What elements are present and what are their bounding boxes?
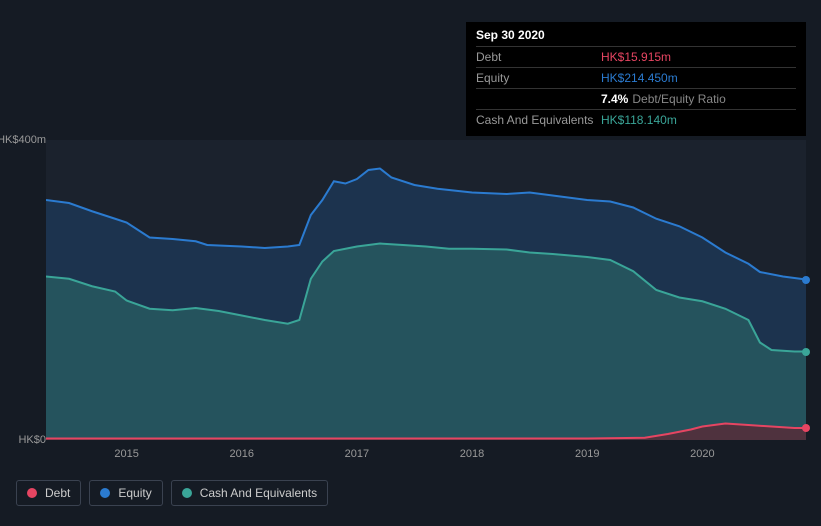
tooltip-debt-label: Debt [476, 50, 601, 64]
chart-tooltip: Sep 30 2020 Debt HK$15.915m Equity HK$21… [466, 22, 806, 136]
tooltip-row-debt: Debt HK$15.915m [476, 47, 796, 68]
tooltip-ratio-label: Debt/Equity Ratio [632, 92, 725, 106]
x-axis-tick: 2019 [575, 448, 599, 460]
tooltip-row-cash: Cash And Equivalents HK$118.140m [476, 110, 796, 130]
equity-end-marker [802, 276, 810, 284]
legend-swatch-icon [100, 488, 110, 498]
legend-label: Cash And Equivalents [200, 486, 317, 500]
legend-item-debt[interactable]: Debt [16, 480, 81, 506]
x-axis-tick: 2015 [114, 448, 138, 460]
tooltip-ratio-value: 7.4% [601, 92, 628, 106]
chart-svg [46, 140, 806, 440]
chart-container: HK$400mHK$0 201520162017201820192020 [16, 120, 806, 515]
tooltip-cash-value: HK$118.140m [601, 113, 677, 127]
y-axis-label: HK$0 [18, 434, 46, 446]
x-axis: 2015 2016 2017 2018 2019 2020 [46, 440, 806, 470]
tooltip-row-equity: Equity HK$214.450m [476, 68, 796, 89]
legend-swatch-icon [182, 488, 192, 498]
chart-plot[interactable] [46, 140, 806, 440]
debt-end-marker [802, 424, 810, 432]
legend-swatch-icon [27, 488, 37, 498]
tooltip-debt-value: HK$15.915m [601, 50, 671, 64]
chart-legend: Debt Equity Cash And Equivalents [16, 480, 328, 506]
tooltip-ratio-spacer [476, 92, 601, 106]
tooltip-date: Sep 30 2020 [476, 28, 796, 47]
legend-item-equity[interactable]: Equity [89, 480, 162, 506]
tooltip-row-ratio: 7.4% Debt/Equity Ratio [476, 89, 796, 110]
legend-label: Equity [118, 486, 151, 500]
cash-end-marker [802, 348, 810, 356]
tooltip-equity-value: HK$214.450m [601, 71, 678, 85]
tooltip-ratio: 7.4% Debt/Equity Ratio [601, 92, 726, 106]
x-axis-tick: 2018 [460, 448, 484, 460]
x-axis-tick: 2016 [230, 448, 254, 460]
x-axis-tick: 2020 [690, 448, 714, 460]
tooltip-cash-label: Cash And Equivalents [476, 113, 601, 127]
tooltip-equity-label: Equity [476, 71, 601, 85]
y-axis-label: HK$400m [0, 134, 46, 146]
legend-item-cash[interactable]: Cash And Equivalents [171, 480, 328, 506]
legend-label: Debt [45, 486, 70, 500]
x-axis-tick: 2017 [345, 448, 369, 460]
